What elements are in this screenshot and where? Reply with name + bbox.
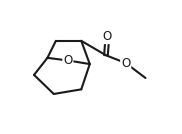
Text: O: O <box>63 54 72 67</box>
Text: O: O <box>121 57 130 70</box>
Text: O: O <box>103 30 112 43</box>
